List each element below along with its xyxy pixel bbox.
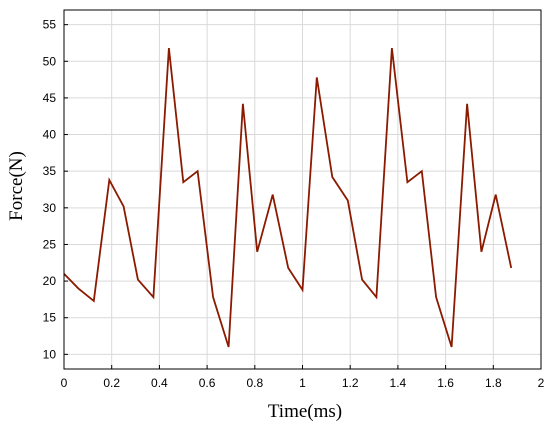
x-tick-label: 0.4 [151,376,168,390]
y-tick-label: 10 [43,347,57,361]
x-tick-label: 1.6 [437,376,454,390]
y-tick-label: 35 [43,164,57,178]
y-tick-label: 50 [43,54,57,68]
x-tick-label: 2 [538,376,545,390]
tick-marks [63,24,542,369]
x-tick-label: 0.6 [199,376,216,390]
y-tick-label: 30 [43,201,57,215]
x-tick-label: 1.4 [390,376,407,390]
x-tick-label: 1 [299,376,306,390]
y-tick-label: 40 [43,128,57,142]
y-tick-label: 45 [43,91,57,105]
force-series-line [63,47,513,348]
x-tick-label: 0.8 [246,376,263,390]
y-axis-title: Force(N) [6,151,27,221]
y-tick-label: 55 [43,18,57,32]
y-tick-label: 15 [43,311,57,325]
series-layer [63,47,513,348]
x-axis-title: Time(ms) [268,401,342,422]
y-tick-label: 20 [43,274,57,288]
x-tick-label: 0 [61,376,68,390]
y-tick-label: 25 [43,237,57,251]
x-tick-label: 1.8 [485,376,502,390]
x-tick-label: 1.2 [342,376,359,390]
x-tick-label: 0.2 [103,376,120,390]
tick-labels: 0 0.2 0.4 0.6 0.8 1 1.2 1.4 1.6 1.8 2 10 15 20 25 30 35 4… [43,18,545,390]
